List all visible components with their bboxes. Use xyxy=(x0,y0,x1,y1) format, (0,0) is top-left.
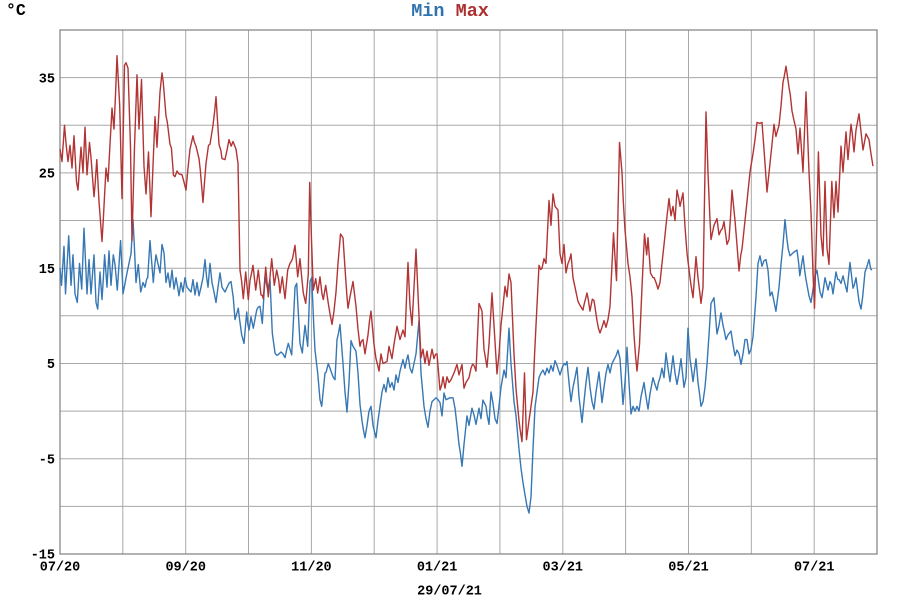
svg-text:09/20: 09/20 xyxy=(165,561,206,576)
svg-text:01/21: 01/21 xyxy=(417,561,458,576)
svg-text:35: 35 xyxy=(39,72,55,87)
svg-text:25: 25 xyxy=(39,168,55,183)
svg-text:5: 5 xyxy=(47,358,55,373)
svg-text:Min Max: Min Max xyxy=(411,1,489,22)
svg-text:°C: °C xyxy=(6,1,26,20)
svg-text:07/20: 07/20 xyxy=(40,561,81,576)
svg-text:11/20: 11/20 xyxy=(291,561,332,576)
svg-text:29/07/21: 29/07/21 xyxy=(417,585,482,600)
svg-text:03/21: 03/21 xyxy=(543,561,584,576)
svg-text:15: 15 xyxy=(39,263,55,278)
svg-text:-15: -15 xyxy=(31,549,55,564)
svg-text:05/21: 05/21 xyxy=(668,561,709,576)
svg-text:07/21: 07/21 xyxy=(794,561,835,576)
svg-text:-5: -5 xyxy=(39,453,55,468)
